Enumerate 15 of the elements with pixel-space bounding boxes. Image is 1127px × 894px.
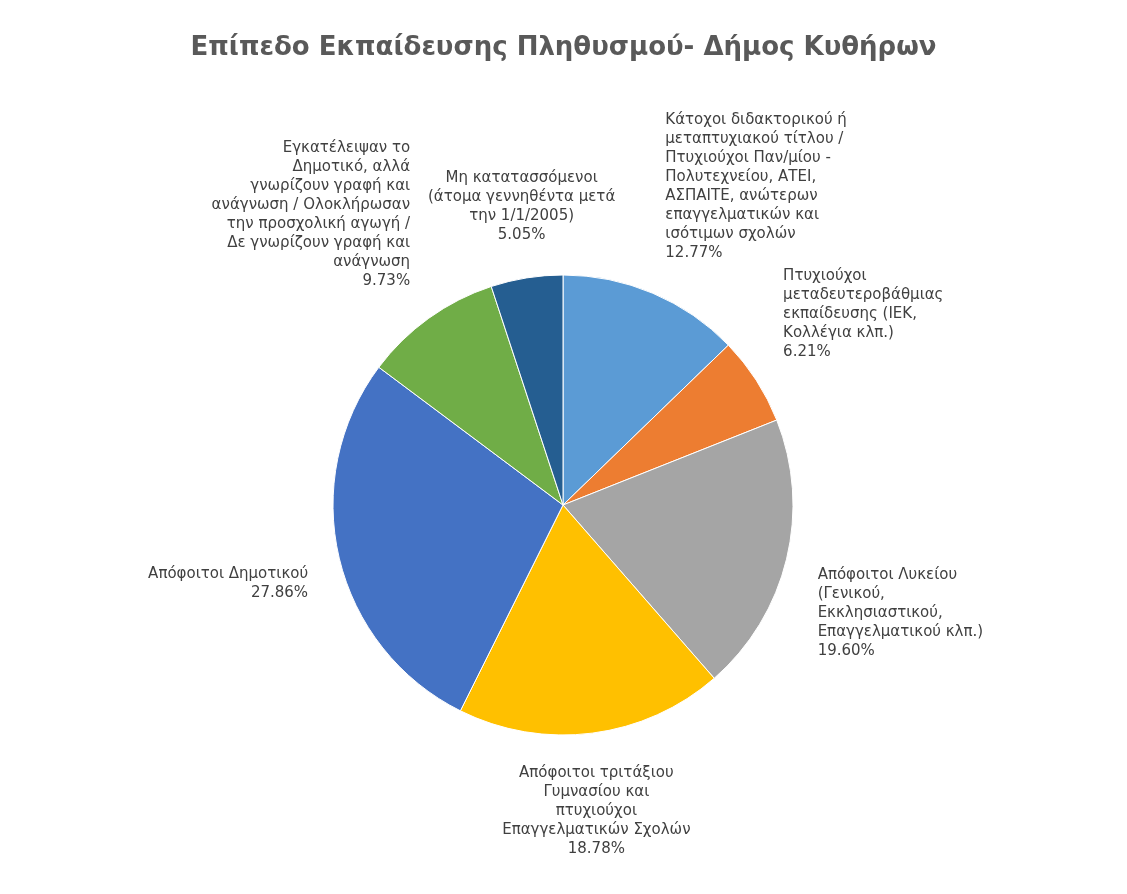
data-label: 19.60% [817,640,875,659]
slice-label: Κάτοχοι διδακτορικού ή μεταπτυχιακού τίτλου / Πτυχιούχοι Παν/μίου - Πολυτεχνείου, ΑΤΕΙ, ΑΣΠΑΙΤΕ, ανώτερων επαγγελματικών και ισότιμων σχολών [665,109,847,242]
data-label: 18.78% [567,838,625,857]
slice-label: Απόφοιτοι τριτάξιου Γυμνασίου και πτυχιούχοι Επαγγελματικών Σχολών [502,762,691,838]
data-label: 27.86% [250,582,309,601]
slice-label: Απόφοιτοι Λυκείου (Γενικού, Εκκλησιαστικού, Επαγγελματικού κλπ.) [817,564,984,640]
data-label: 5.05% [497,225,546,244]
data-label: 12.77% [665,242,723,261]
slice-label: Απόφοιτοι Δημοτικού [148,563,309,582]
slice-label: Εγκατέλειψαν το Δημοτικό, αλλά γνωρίζουν γραφή και ανάγνωση / Ολοκλήρωσαν την προσχολική αγωγή / Δε γνωρίζουν γραφή και ανάγνωση [211,138,412,271]
data-label: 6.21% [783,341,831,360]
slice-label: Μη κατατασσόμενοι (άτομα γεννηθέντα μετά την 1/1/2005) [427,168,616,225]
data-label: 9.73% [362,271,411,290]
chart-title: Επίπεδο Εκπαίδευσης Πληθυσμού- Δήμος Κυθήρων [190,31,937,61]
slice-label: Πτυχιούχοι μεταδευτεροβάθμιας εκπαίδευσης (ΙΕΚ, Κολλέγια κλπ.) [783,265,944,341]
